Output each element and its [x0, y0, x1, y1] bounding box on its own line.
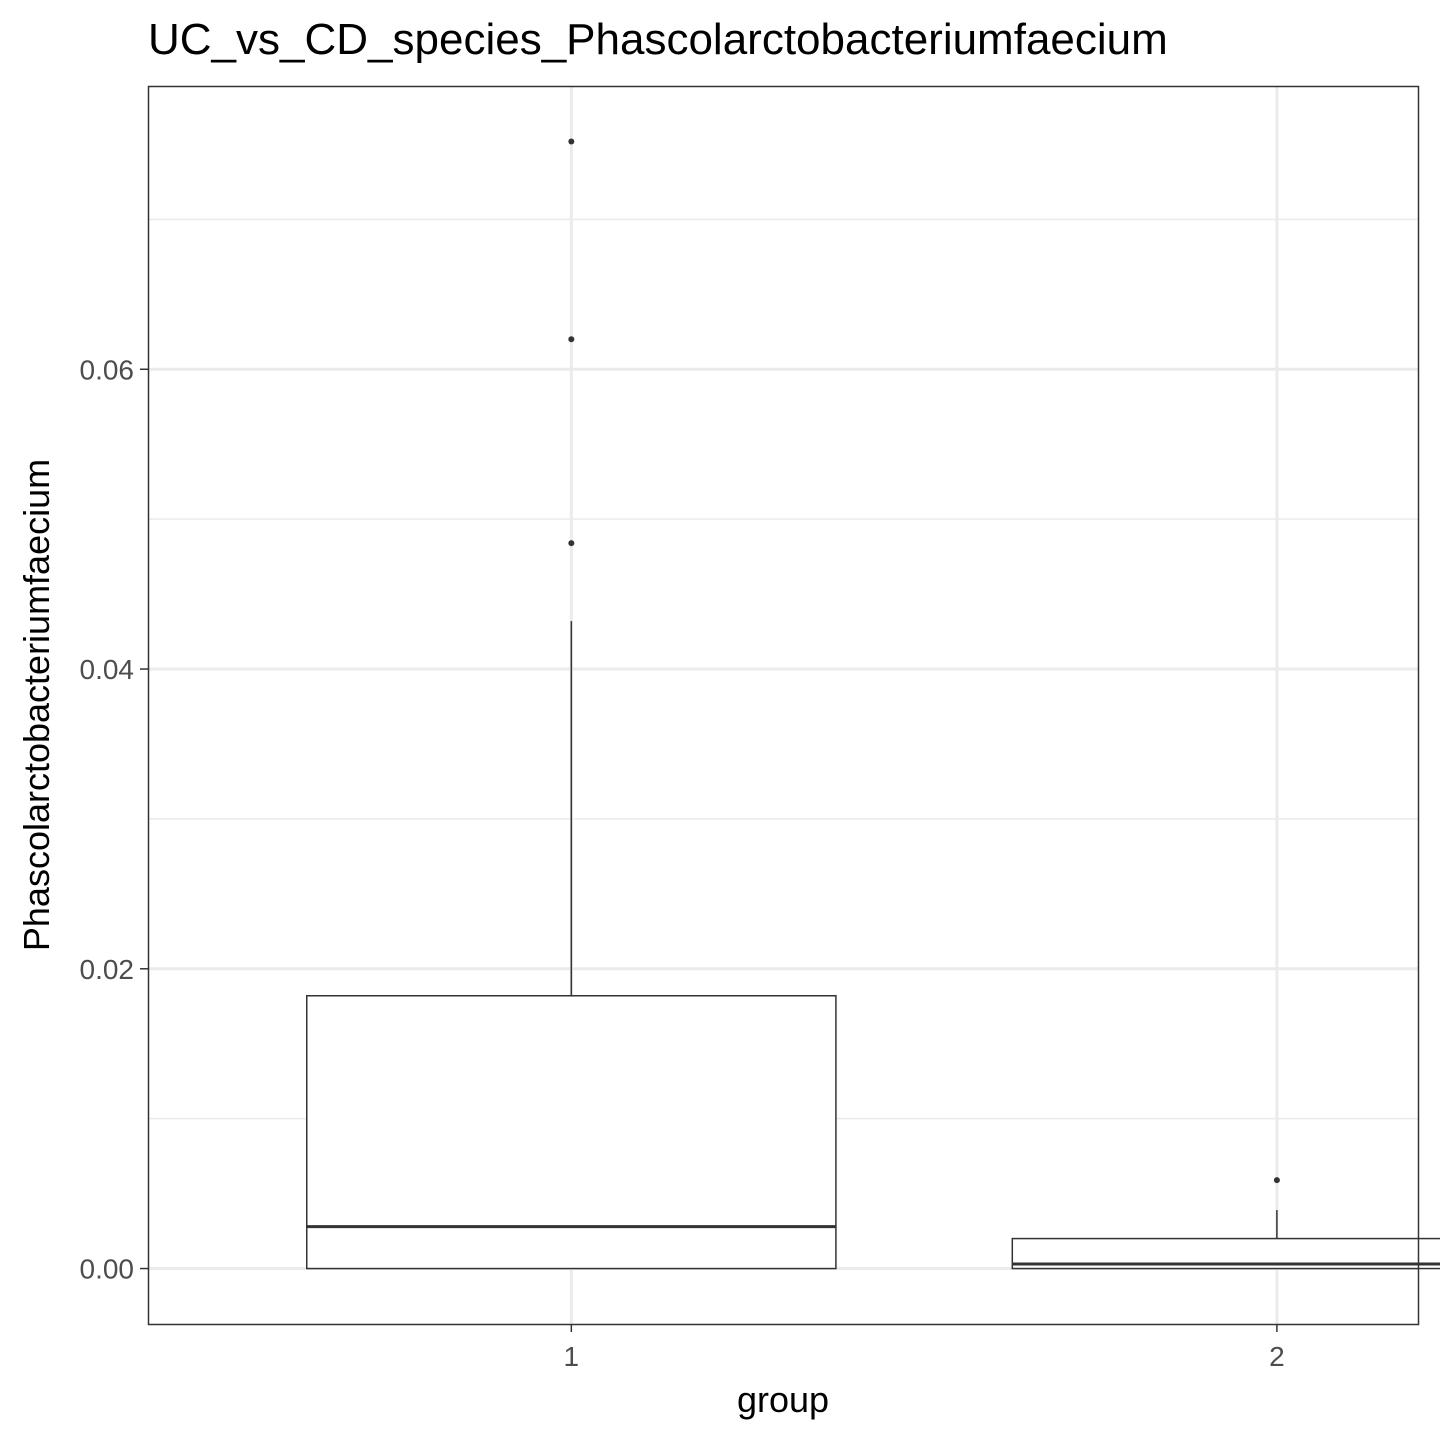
- y-tick-label: 0.00: [80, 1254, 135, 1285]
- chart-title: UC_vs_CD_species_Phascolarctobacteriumfa…: [148, 15, 1168, 64]
- panel-border: [147, 85, 1420, 1326]
- y-axis: 0.00 0.02 0.04 0.06: [80, 354, 148, 1285]
- box: [306, 995, 837, 1270]
- x-axis-title: group: [737, 1379, 829, 1420]
- y-axis-title: Phascolarctobacteriumfaecium: [16, 459, 57, 951]
- outlier-point: [568, 540, 575, 547]
- y-tick-label: 0.02: [80, 954, 135, 985]
- outlier-point: [1273, 1177, 1280, 1184]
- x-tick-label: 1: [564, 1341, 580, 1372]
- outlier-point: [568, 138, 575, 145]
- x-tick-label: 2: [1269, 1341, 1285, 1372]
- box-group-1: [306, 138, 837, 1270]
- outlier-point: [568, 336, 575, 343]
- y-tick-label: 0.04: [80, 654, 135, 685]
- box-layer: [306, 138, 1440, 1270]
- box-group-2: [1011, 1177, 1440, 1270]
- y-tick-label: 0.06: [80, 354, 135, 385]
